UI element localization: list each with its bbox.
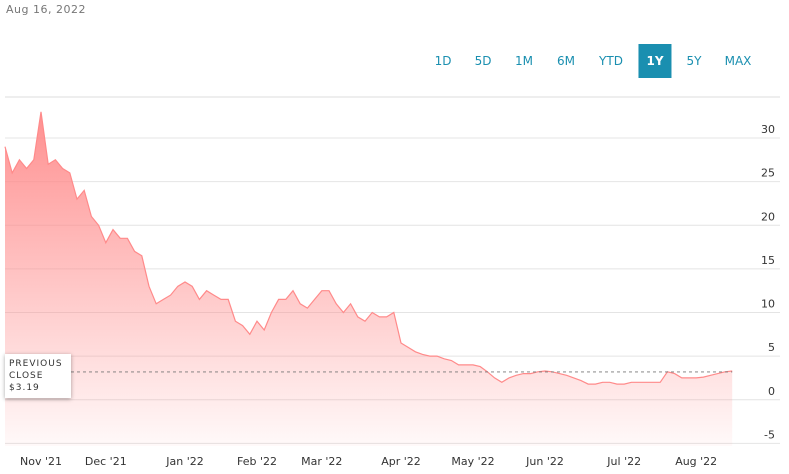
range-button[interactable]: 6M xyxy=(557,54,575,68)
x-tick-label: May '22 xyxy=(451,455,494,468)
x-tick-label: Jul '22 xyxy=(606,455,641,468)
x-tick-label: Dec '21 xyxy=(85,455,127,468)
x-tick-label: Mar '22 xyxy=(301,455,342,468)
range-button[interactable]: YTD xyxy=(599,54,623,68)
x-tick-label: Feb '22 xyxy=(237,455,277,468)
range-button[interactable]: 5D xyxy=(474,54,492,68)
range-button[interactable]: MAX xyxy=(724,54,752,68)
date: Aug 16, 2022 xyxy=(6,3,86,16)
area xyxy=(5,111,733,447)
range-button[interactable]: 5Y xyxy=(686,54,702,68)
y-tick-label: 25 xyxy=(761,167,775,180)
y-tick-label: 5 xyxy=(768,341,775,354)
x-tick-label: Jun '22 xyxy=(525,455,564,468)
previous-close-value: $3.19 xyxy=(9,383,40,393)
range-buttons: 1D 5D 1M 6M YTD 1Y 5Y MAX xyxy=(0,44,789,78)
previous-close-title: PREVIOUS CLOSE xyxy=(9,359,63,381)
x-tick-label: Nov '21 xyxy=(20,455,62,468)
y-tick-label: 20 xyxy=(761,210,775,223)
previous-close-box: PREVIOUS CLOSE $3.19 xyxy=(5,354,71,398)
y-tick-label: 10 xyxy=(761,298,775,311)
range-button[interactable]: 1Y xyxy=(638,44,672,78)
y-tick-label: 15 xyxy=(761,254,775,267)
x-tick-label: Aug '22 xyxy=(675,455,717,468)
x-tick-label: Apr '22 xyxy=(381,455,421,468)
line xyxy=(4,111,733,385)
x-tick-label: Jan '22 xyxy=(165,455,203,468)
range-button[interactable]: 1M xyxy=(515,54,533,68)
y-tick-label: 30 xyxy=(761,123,775,136)
y-tick-label: -5 xyxy=(764,428,775,441)
y-tick-label: 0 xyxy=(768,385,775,398)
range-button[interactable]: 1D xyxy=(434,54,452,68)
